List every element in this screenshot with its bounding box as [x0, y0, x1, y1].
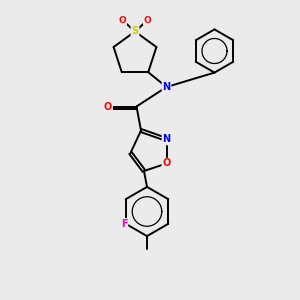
Text: N: N	[162, 82, 171, 92]
Text: N: N	[162, 134, 171, 145]
Text: S: S	[131, 26, 139, 37]
Text: O: O	[104, 101, 112, 112]
Text: O: O	[144, 16, 152, 25]
Text: O: O	[118, 16, 126, 25]
Text: F: F	[121, 219, 128, 229]
Text: O: O	[162, 158, 171, 169]
